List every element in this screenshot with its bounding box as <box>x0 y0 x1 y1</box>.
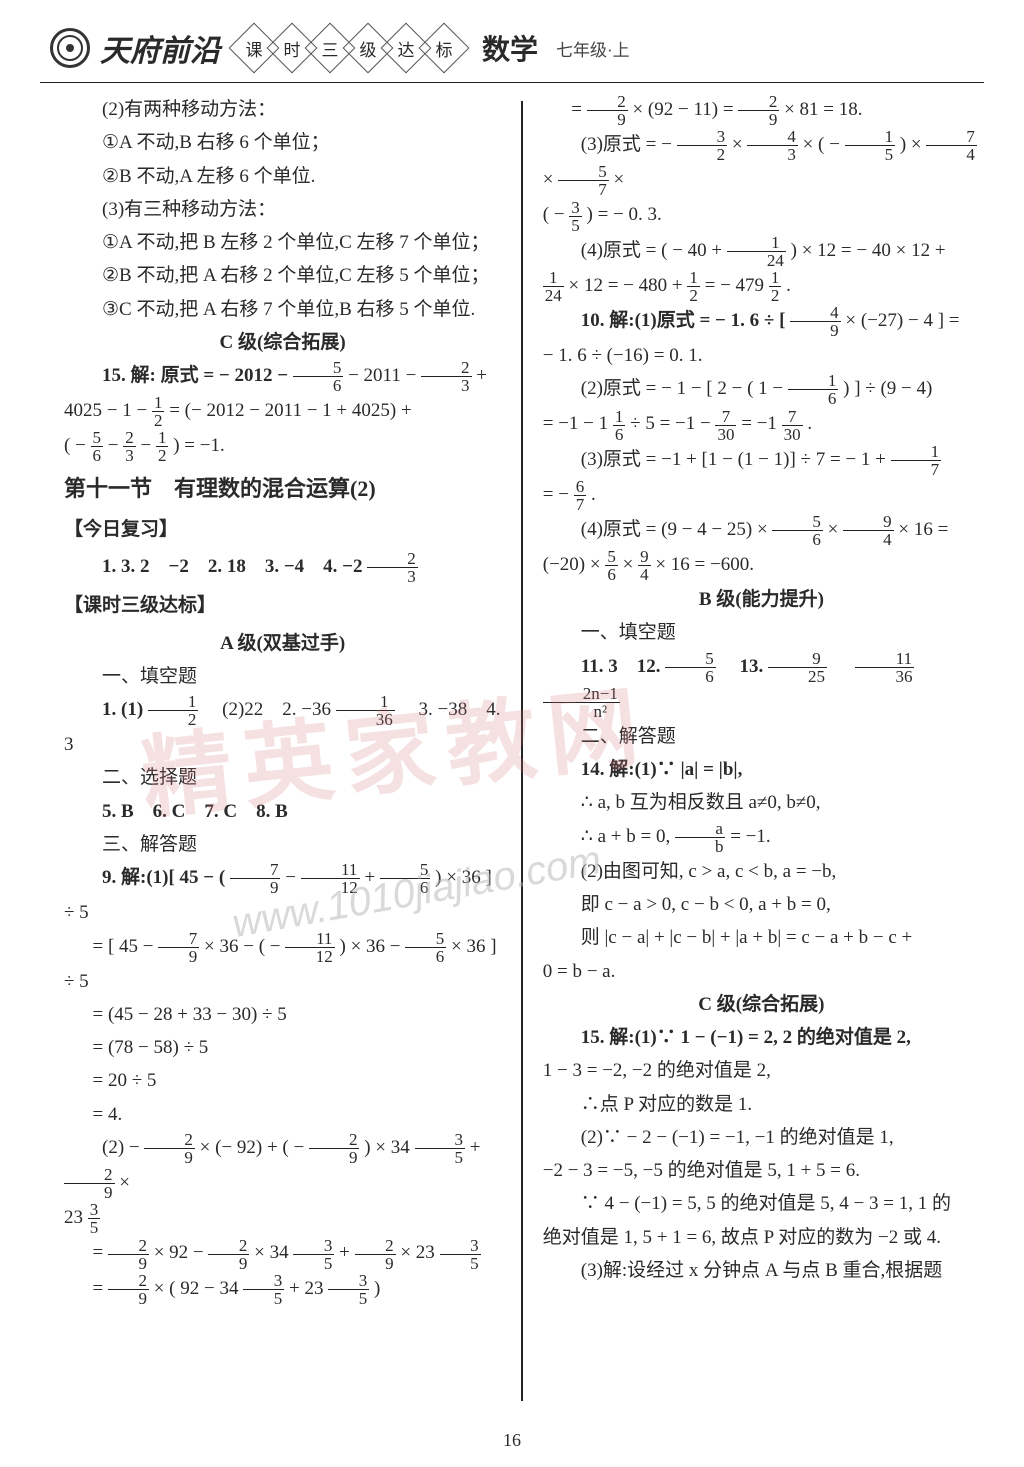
q15-2b: −2 − 3 = −5, −5 的绝对值是 5, 1 + 5 = 6. <box>543 1154 980 1187</box>
r10-line2: − 1. 6 ÷ (−16) = 0. 1. <box>543 339 980 372</box>
r10-2-line1: (2)原式 = − 1 − [ 2 − ( 1 − 16 ) ] ÷ (9 − … <box>543 372 980 407</box>
diamond-row: 课 时 三 级 达 标 <box>236 30 462 66</box>
c-level-heading: C 级(综合拓展) <box>64 326 501 359</box>
left-l2: ①A 不动,B 右移 6 个单位； <box>64 126 501 159</box>
q15-1c: ∴点 P 对应的数是 1. <box>543 1088 980 1121</box>
r10-4-line1: (4)原式 = (9 − 4 − 25) × 56 × 94 × 16 = <box>543 513 980 548</box>
q14-2-line1: (2)由图可知, c > a, c < b, a = −b, <box>543 855 980 888</box>
r10-line1: 10. 解:(1)原式 = − 1. 6 ÷ [ 49 × (−27) − 4 … <box>543 304 980 339</box>
q9-2-line1: (2) − 29 × (− 92) + ( − 29 ) × 34 35 + 2… <box>64 1131 501 1201</box>
r10-2-line2: = −1 − 1 16 ÷ 5 = −1 − 730 = −1 730 . <box>543 407 980 442</box>
left-l4: (3)有三种移动方法： <box>64 193 501 226</box>
bullseye-icon <box>50 28 90 68</box>
left-l1: (2)有两种移动方法： <box>64 93 501 126</box>
choice-heading: 二、选择题 <box>64 761 501 794</box>
column-divider <box>521 101 523 1401</box>
q14-2-line3: 则 |c − a| + |c − b| + |a + b| = c − a + … <box>543 921 980 954</box>
solve2-heading: 二、解答题 <box>543 720 980 753</box>
q9-line1: 9. 解:(1)[ 45 − ( 79 − 1112 + 56 ) × 36 ]… <box>64 861 501 929</box>
r3-line2: ( − 35 ) = − 0. 3. <box>543 198 980 233</box>
r10-3-line1: (3)原式 = −1 + [1 − (1 − 1)] ÷ 7 = − 1 + 1… <box>543 443 980 478</box>
q9-line4: = (78 − 58) ÷ 5 <box>64 1031 501 1064</box>
q14-2-line4: 0 = b − a. <box>543 955 980 988</box>
fill-heading: 一、填空题 <box>64 660 501 693</box>
diamond-6: 标 <box>419 23 470 74</box>
subject-label: 数学 <box>482 28 538 68</box>
choice-answers: 5. B 6. C 7. C 8. B <box>64 795 501 828</box>
q9-2-line3: = 29 × 92 − 29 × 34 35 + 29 × 23 35 <box>64 1236 501 1271</box>
q15-2a: (2)∵ − 2 − (−1) = −1, −1 的绝对值是 1, <box>543 1121 980 1154</box>
c-level2-heading: C 级(综合拓展) <box>543 988 980 1021</box>
r4-line2: 124 × 12 = − 480 + 12 = − 479 12 . <box>543 269 980 304</box>
left-l7: ③C 不动,把 A 右移 7 个单位,B 右移 5 个单位. <box>64 293 501 326</box>
a-level-heading: A 级(双基过手) <box>64 627 501 660</box>
q9-line6: = 4. <box>64 1098 501 1131</box>
left-l5: ①A 不动,把 B 左移 2 个单位,C 左移 7 个单位； <box>64 226 501 259</box>
left-column: (2)有两种移动方法： ①A 不动,B 右移 6 个单位； ②B 不动,A 左移… <box>50 93 515 1423</box>
review-heading: 【今日复习】 <box>64 513 501 546</box>
q14-line3: ∴ a + b = 0, ab = −1. <box>543 820 980 855</box>
right-column: = 29 × (92 − 11) = 29 × 81 = 18. (3)原式 =… <box>529 93 994 1423</box>
q9-line3: = (45 − 28 + 33 − 30) ÷ 5 <box>64 998 501 1031</box>
page-header: 天府前沿 课 时 三 级 达 标 数学 七年级·上 <box>0 0 1024 78</box>
page-body: (2)有两种移动方法： ①A 不动,B 右移 6 个单位； ②B 不动,A 左移… <box>0 83 1024 1423</box>
r3-line1: (3)原式 = − 32 × 43 × ( − 15 ) × 74 × 57 × <box>543 128 980 198</box>
r10-3-line2: = − 67 . <box>543 478 980 513</box>
q9-line5: = 20 ÷ 5 <box>64 1064 501 1097</box>
section-11-title: 第十一节 有理数的混合运算(2) <box>64 470 501 509</box>
q9-3-line: = 29 × ( 92 − 34 35 + 23 35 ) <box>64 1272 501 1307</box>
q15-1b: 1 − 3 = −2, −2 的绝对值是 2, <box>543 1054 980 1087</box>
grade-label: 七年级·上 <box>556 36 630 61</box>
q9-line2: = [ 45 − 79 × 36 − ( − 1112 ) × 36 − 56 … <box>64 930 501 998</box>
q15-line3: ( − 56 − 23 − 12 ) = −1. <box>64 429 501 464</box>
left-l6: ②B 不动,把 A 右移 2 个单位,C 左移 5 个单位； <box>64 259 501 292</box>
triple-heading: 【课时三级达标】 <box>64 589 501 622</box>
q15-line1: 15. 解: 原式 = − 2012 − 56 − 2011 − 23 + <box>64 359 501 394</box>
a-answers-1: 1. (1) 12 (2)22 2. −36 136 3. −38 4. 3 <box>64 693 501 761</box>
brand-title: 天府前沿 <box>100 26 220 70</box>
q14-2-line2: 即 c − a > 0, c − b < 0, a + b = 0, <box>543 888 980 921</box>
fill2-heading: 一、填空题 <box>543 616 980 649</box>
r1: = 29 × (92 − 11) = 29 × 81 = 18. <box>543 93 980 128</box>
r4-line1: (4)原式 = ( − 40 + 124 ) × 12 = − 40 × 12 … <box>543 234 980 269</box>
q15-line2: 4025 − 1 − 12 = (− 2012 − 2011 − 1 + 402… <box>64 394 501 429</box>
solve-heading: 三、解答题 <box>64 828 501 861</box>
b-level-heading: B 级(能力提升) <box>543 583 980 616</box>
q15-2c: ∵ 4 − (−1) = 5, 5 的绝对值是 5, 4 − 3 = 1, 1 … <box>543 1187 980 1220</box>
q15-1a: 15. 解:(1)∵ 1 − (−1) = 2, 2 的绝对值是 2, <box>543 1021 980 1054</box>
q9-2-line2: 23 35 <box>64 1201 501 1236</box>
q15-3: (3)解:设经过 x 分钟点 A 与点 B 重合,根据题 <box>543 1254 980 1287</box>
review-answers: 1. 3. 2 −2 2. 18 3. −4 4. −2 23 <box>64 550 501 585</box>
q14-line2: ∴ a, b 互为相反数且 a≠0, b≠0, <box>543 786 980 819</box>
page-number: 16 <box>0 1430 1024 1451</box>
q15-2d: 绝对值是 1, 5 + 1 = 6, 故点 P 对应的数为 −2 或 4. <box>543 1221 980 1254</box>
q14-line1: 14. 解:(1)∵ |a| = |b|, <box>543 753 980 786</box>
left-l3: ②B 不动,A 左移 6 个单位. <box>64 160 501 193</box>
r10-4-line2: (−20) × 56 × 94 × 16 = −600. <box>543 548 980 583</box>
b-answers: 11. 3 12. 56 13. 925 1136 2n−1n² <box>543 650 980 720</box>
